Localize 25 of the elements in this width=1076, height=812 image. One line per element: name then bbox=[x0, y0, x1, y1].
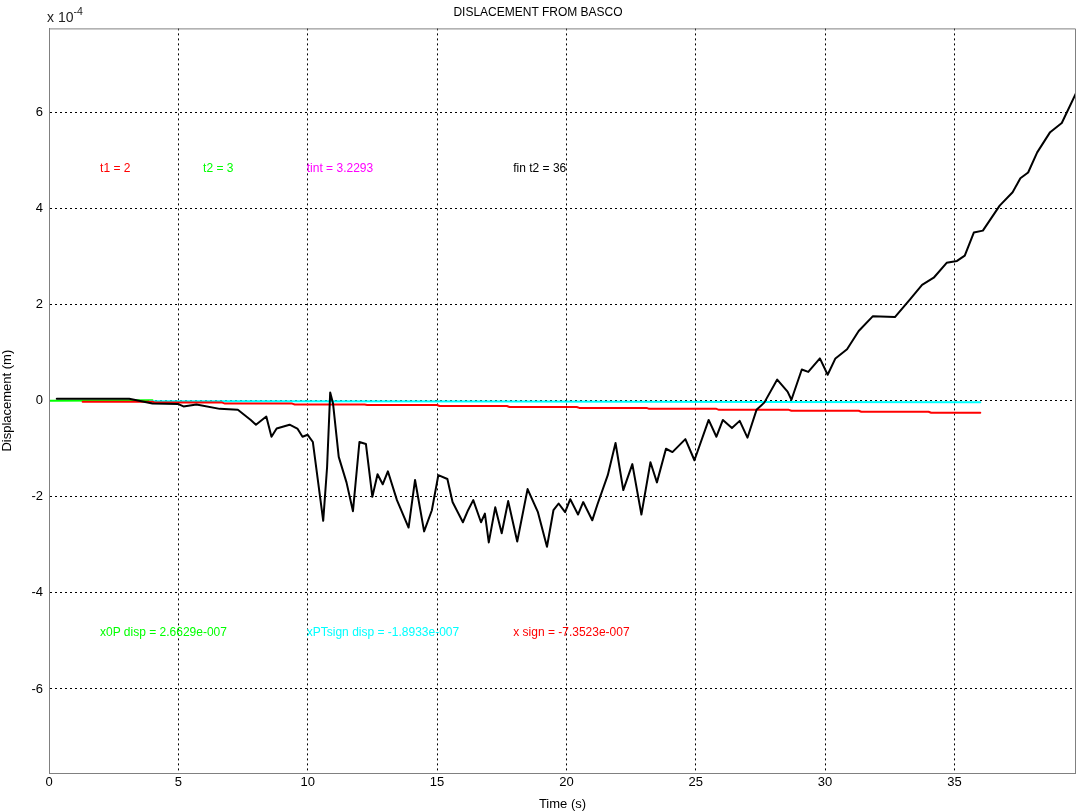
annotation: xPTsign disp = -1.8933e-007 bbox=[306, 625, 460, 640]
y-axis-title: Displacement (m) bbox=[0, 349, 15, 452]
chart-title: DISLACEMENT FROM BASCO bbox=[453, 4, 623, 19]
x-tick-label: 10 bbox=[300, 774, 315, 790]
y-tick-label: -6 bbox=[31, 680, 43, 696]
annotation: x0P disp = 2.6629e-007 bbox=[100, 625, 228, 640]
annotation: t1 = 2 bbox=[100, 160, 131, 175]
x-tick-label: 35 bbox=[947, 774, 962, 790]
y-tick-label: 6 bbox=[35, 104, 43, 120]
x-tick-label: 0 bbox=[45, 774, 53, 790]
annotation: t2 = 3 bbox=[203, 160, 234, 175]
x-tick-label: 25 bbox=[688, 774, 703, 790]
x-tick-label: 15 bbox=[429, 774, 445, 790]
x-tick-label: 5 bbox=[174, 774, 182, 790]
x-tick-label: 20 bbox=[559, 774, 574, 790]
annotation: x sign = -7.3523e-007 bbox=[513, 625, 630, 640]
x-axis-title: Time (s) bbox=[538, 795, 587, 811]
y-tick-label: 2 bbox=[35, 296, 43, 312]
y-tick-label: -2 bbox=[31, 488, 43, 504]
x-tick-label: 30 bbox=[817, 774, 833, 790]
y-tick-label: -4 bbox=[31, 584, 43, 600]
y-tick-label: 0 bbox=[35, 392, 43, 408]
annotation: fin t2 = 36 bbox=[513, 160, 567, 175]
y-tick-label: 4 bbox=[35, 200, 43, 216]
annotation: tint = 3.2293 bbox=[306, 160, 374, 175]
